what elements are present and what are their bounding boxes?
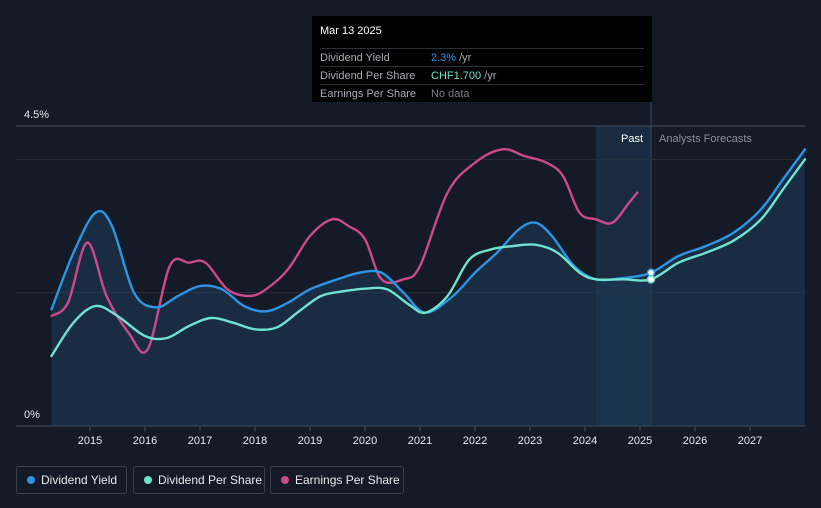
x-tick-label: 2016 bbox=[133, 435, 157, 447]
x-tick-label: 2025 bbox=[628, 435, 652, 447]
y-label-bottom: 0% bbox=[24, 409, 40, 421]
tooltip-value: CHF1.700/yr bbox=[431, 70, 497, 82]
tooltip-label: Dividend Per Share bbox=[320, 70, 416, 82]
x-tick-label: 2017 bbox=[188, 435, 212, 447]
tooltip-value: 2.3%/yr bbox=[431, 52, 472, 64]
legend-label: Earnings Per Share bbox=[295, 473, 400, 487]
tooltip-row-earnings-per-share: Earnings Per Share No data bbox=[320, 84, 644, 103]
dividend-yield-line bbox=[50, 148, 807, 314]
legend-item-dividend-yield[interactable]: Dividend Yield bbox=[16, 466, 127, 494]
tooltip-value: No data bbox=[431, 88, 470, 100]
legend-dot-icon bbox=[281, 476, 289, 484]
forecast-label: Analysts Forecasts bbox=[659, 133, 752, 145]
tooltip: Mar 13 2025 Dividend Yield 2.3%/yr Divid… bbox=[312, 16, 652, 102]
earnings-per-share-line bbox=[50, 147, 639, 354]
x-tick-label: 2022 bbox=[463, 435, 487, 447]
x-tick-label: 2019 bbox=[298, 435, 322, 447]
x-tick-label: 2021 bbox=[408, 435, 432, 447]
tooltip-date: Mar 13 2025 bbox=[320, 25, 382, 37]
legend-dot-icon bbox=[144, 476, 152, 484]
legend-label: Dividend Per Share bbox=[158, 473, 263, 487]
legend-item-dividend-per-share[interactable]: Dividend Per Share bbox=[133, 466, 265, 494]
tooltip-label: Earnings Per Share bbox=[320, 88, 416, 100]
legend-label: Dividend Yield bbox=[41, 473, 118, 487]
x-tick-label: 2020 bbox=[353, 435, 377, 447]
past-label: Past bbox=[621, 133, 643, 145]
x-tick-label: 2026 bbox=[683, 435, 707, 447]
tooltip-label: Dividend Yield bbox=[320, 52, 390, 64]
x-tick-label: 2018 bbox=[243, 435, 267, 447]
legend-item-earnings-per-share[interactable]: Earnings Per Share bbox=[270, 466, 404, 494]
x-tick-label: 2027 bbox=[738, 435, 762, 447]
dividend-per-share-line bbox=[50, 158, 807, 358]
x-tick-label: 2023 bbox=[518, 435, 542, 447]
x-tick-label: 2015 bbox=[78, 435, 102, 447]
tooltip-row-dividend-per-share: Dividend Per Share CHF1.700/yr bbox=[320, 66, 644, 85]
x-tick-label: 2024 bbox=[573, 435, 597, 447]
tooltip-row-dividend-yield: Dividend Yield 2.3%/yr bbox=[320, 48, 644, 67]
dividend-per-share-marker bbox=[646, 275, 656, 284]
dividend-yield-area bbox=[51, 149, 805, 427]
y-label-top: 4.5% bbox=[24, 109, 49, 121]
legend-dot-icon bbox=[27, 476, 35, 484]
